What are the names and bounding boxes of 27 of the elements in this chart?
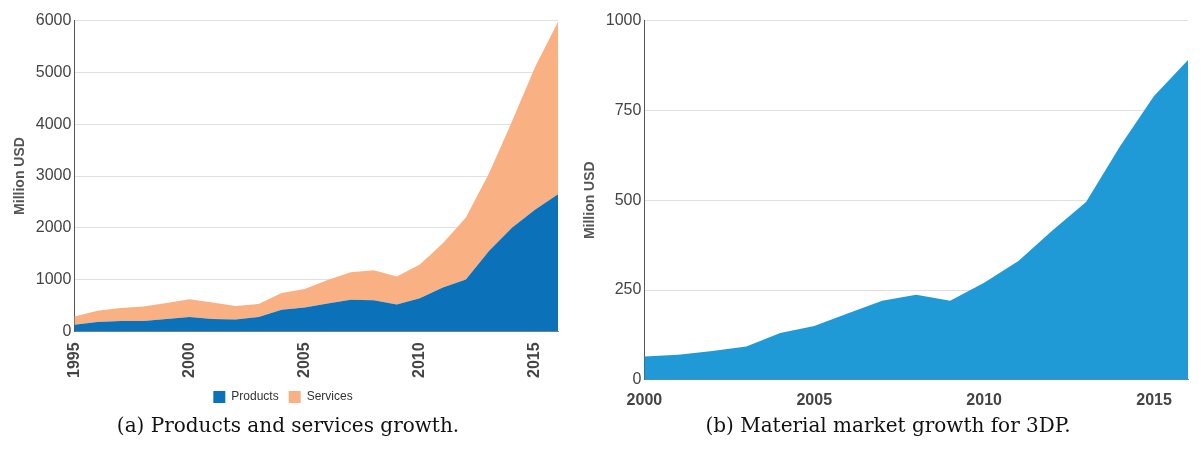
y-tick-label: 1000 <box>605 11 642 29</box>
x-tick-label: 2000 <box>179 342 197 378</box>
legend-label: Services <box>306 389 353 404</box>
y-tick-label: 1000 <box>35 270 72 288</box>
x-tick-label: 2005 <box>796 390 833 408</box>
y-tick-label: 5000 <box>35 62 72 80</box>
y-tick-label: 2000 <box>35 218 72 236</box>
legend-label: Products <box>231 389 279 404</box>
text: (b) Material market growth for 3DP. <box>705 413 1071 437</box>
y-tick-label: 500 <box>614 190 642 208</box>
x-tick-label: 2005 <box>295 342 313 378</box>
y-axis-title: Million USD <box>11 137 28 215</box>
x-tick-label: 2015 <box>1136 390 1172 408</box>
y-tick-label: 250 <box>614 280 642 298</box>
y-tick-label: 0 <box>632 370 642 388</box>
y-tick-label: 0 <box>62 321 72 339</box>
y-tick-label: 4000 <box>35 114 72 132</box>
x-tick-label: 2000 <box>626 390 663 408</box>
y-tick-label: 3000 <box>35 166 72 184</box>
x-tick-label: 2010 <box>966 390 1003 408</box>
x-tick-label: 2010 <box>410 342 428 378</box>
x-tick-label: 2015 <box>525 342 543 378</box>
x-tick-label: 1995 <box>64 342 82 378</box>
text: (a) Products and services growth. <box>116 413 460 437</box>
y-axis-title: Million USD <box>581 161 598 240</box>
y-tick-label: 6000 <box>35 11 72 29</box>
y-tick-label: 750 <box>614 100 642 118</box>
